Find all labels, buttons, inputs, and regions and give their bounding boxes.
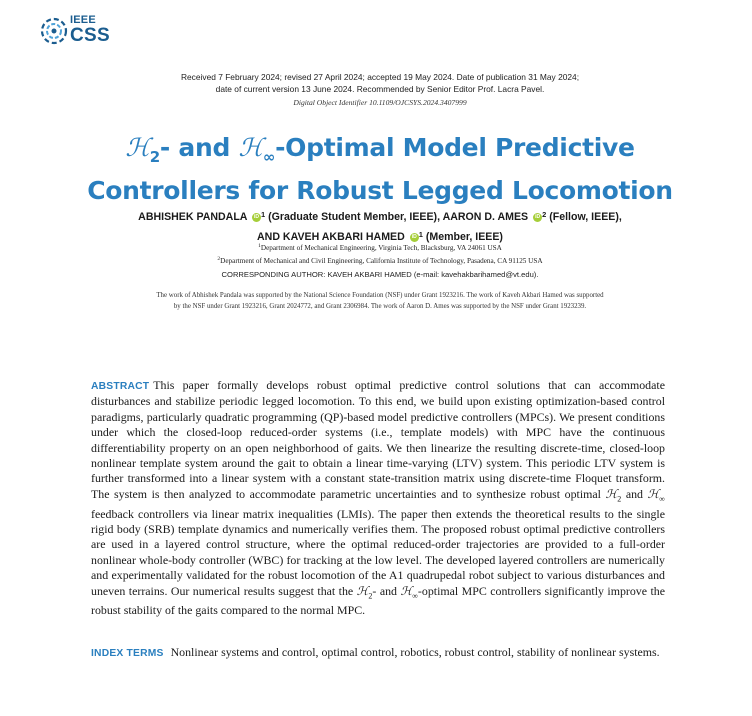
affiliations: 1Department of Mechanical Engineering, V…	[60, 241, 700, 266]
title-h2-sub: 2	[149, 148, 160, 166]
title-hinf-symbol: ℋ	[238, 133, 263, 162]
author-list: ABHISHEK PANDALA iD 1 (Graduate Student M…	[60, 206, 700, 246]
abstract-label: ABSTRACT	[91, 381, 150, 392]
index-terms-label: INDEX TERMS	[91, 648, 164, 659]
ieee-css-logo: IEEE CSS	[40, 14, 120, 48]
author-2-affil-sup: 2	[542, 210, 547, 219]
doi: Digital Object Identifier 10.1109/OJCSYS…	[293, 98, 467, 107]
author-name-1: ABHISHEK PANDALA	[138, 211, 248, 223]
logo-ieee-text: IEEE	[70, 14, 96, 26]
author-2-role: (Fellow, IEEE),	[549, 211, 622, 223]
abstract-hinf-symbol-2: ℋ	[400, 583, 413, 598]
corresponding-author: CORRESPONDING AUTHOR: KAVEH AKBARI HAMED…	[221, 270, 539, 279]
received-line-1: Received 7 February 2024; revised 27 Apr…	[180, 72, 580, 82]
logo-css-text: CSS	[70, 25, 110, 46]
received-line-2: date of current version 13 June 2024. Re…	[215, 84, 545, 94]
title-line-1: ℋ2- and ℋ∞-Optimal Model Predictive	[60, 131, 700, 174]
paper-title: ℋ2- and ℋ∞-Optimal Model Predictive Cont…	[60, 131, 700, 207]
affiliation-1-sup: 1	[258, 243, 261, 249]
abstract-hinf-sub-2: ∞	[412, 591, 418, 601]
affiliation-1: 1Department of Mechanical Engineering, V…	[60, 241, 700, 254]
abstract-text-3: -optimal MPC controllers significantly i…	[91, 583, 666, 618]
author-name-3: AND KAVEH AKBARI HAMED	[257, 231, 405, 243]
abstract-h2-symbol-2: ℋ	[356, 583, 369, 598]
abstract-h2-sub-2: 2	[368, 591, 373, 601]
affiliation-2-sup: 2	[217, 255, 221, 262]
author-1-affil-sup: 1	[261, 210, 266, 219]
orcid-icon[interactable]: iD	[533, 213, 543, 222]
abstract-and-1: and	[621, 486, 648, 501]
title-mid: - and	[159, 133, 239, 162]
authors-line-2: AND KAVEH AKBARI HAMED iD 1 (Member, IEEE…	[60, 226, 700, 246]
author-1-role: (Graduate Student Member, IEEE), AARON D…	[268, 211, 529, 223]
received-dates: Received 7 February 2024; revised 27 Apr…	[80, 71, 680, 95]
index-terms-text: Nonlinear systems and control, optimal c…	[170, 645, 660, 659]
abstract-text-1: This paper formally develops robust opti…	[91, 378, 665, 501]
authors-line-1: ABHISHEK PANDALA iD 1 (Graduate Student M…	[60, 206, 700, 226]
funding-note: The work of Abhishek Pandala was support…	[90, 290, 670, 312]
abstract-and-2: - and	[372, 583, 401, 598]
index-terms: INDEX TERMS Nonlinear systems and contro…	[91, 645, 665, 661]
ieee-css-swirl-icon	[40, 17, 68, 45]
abstract-h2-sub: 2	[617, 494, 622, 504]
abstract-hinf-sub: ∞	[659, 494, 665, 504]
abstract-text-2: feedback controllers via linear matrix i…	[91, 506, 665, 598]
funding-line-2: by the NSF under Grant 1923216, Grant 20…	[173, 303, 587, 310]
abstract-hinf-symbol: ℋ	[647, 486, 660, 501]
affiliation-2-text: Department of Mechanical and Civil Engin…	[220, 256, 543, 265]
abstract-h2-symbol: ℋ	[605, 486, 618, 501]
title-line-2: Controllers for Robust Legged Locomotion	[87, 176, 673, 205]
title-line-1-rest: -Optimal Model Predictive	[275, 133, 635, 162]
title-hinf-sub: ∞	[262, 148, 276, 166]
author-3-affil-sup: 1	[418, 230, 423, 239]
title-h2-symbol: ℋ	[125, 133, 150, 162]
funding-line-1: The work of Abhishek Pandala was support…	[156, 292, 604, 299]
affiliation-2: 2Department of Mechanical and Civil Engi…	[60, 254, 700, 267]
abstract: ABSTRACT This paper formally develops rob…	[91, 378, 665, 619]
author-3-role: (Member, IEEE)	[425, 231, 503, 243]
orcid-icon[interactable]: iD	[409, 233, 419, 242]
affiliation-1-text: Department of Mechanical Engineering, Vi…	[260, 244, 502, 252]
orcid-icon[interactable]: iD	[252, 213, 262, 222]
